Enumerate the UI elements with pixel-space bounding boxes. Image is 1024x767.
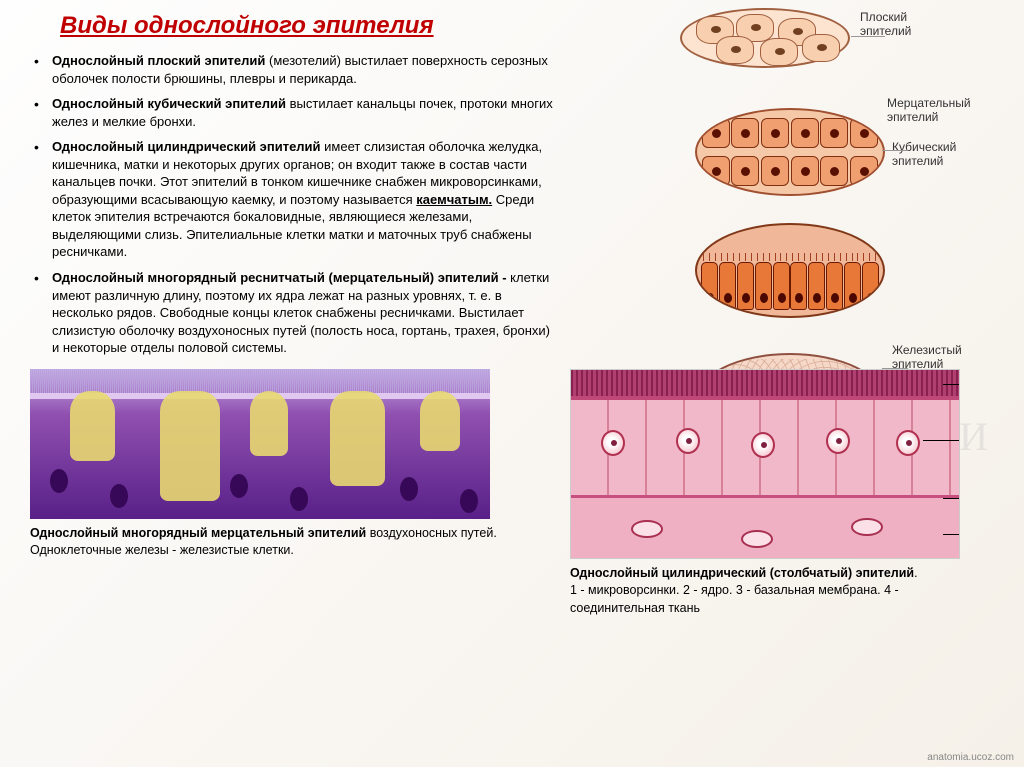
bottom-right-panel: 1 2 3 4 Однослойный цилиндрический (стол… xyxy=(550,369,990,618)
diagram-column: Плоский эпителий Кубический эпителий Мер… xyxy=(560,48,1000,361)
caption-left-rest: воздухоносных путей. xyxy=(366,526,497,540)
caption-right-rest: . xyxy=(914,566,917,580)
flat-epithelium-diagram xyxy=(680,8,850,68)
flat-label: Плоский эпителий xyxy=(860,10,960,38)
text-column: Однослойный плоский эпителий (мезотелий)… xyxy=(0,48,560,361)
content-row: Однослойный плоский эпителий (мезотелий)… xyxy=(0,48,1024,361)
caption-left-line2: Одноклеточные железы - железистые клетки… xyxy=(30,543,294,557)
bullet-4-bold: Однослойный многорядный реснитчатый (мер… xyxy=(52,270,510,285)
bullet-2-bold: Однослойный кубический эпителий xyxy=(52,96,286,111)
histology-ciliated-image xyxy=(30,369,490,519)
caption-left: Однослойный многорядный мерцательный эпи… xyxy=(30,519,550,560)
caption-right-bold: Однослойный цилиндрический (столбчатый) … xyxy=(570,566,914,580)
bullet-2: Однослойный кубический эпителий выстилае… xyxy=(30,91,560,134)
caption-right: Однослойный цилиндрический (столбчатый) … xyxy=(570,559,990,618)
bullet-4: Однослойный многорядный реснитчатый (мер… xyxy=(30,265,560,361)
ciliated-label: Мерцательный эпителий xyxy=(887,96,992,124)
bullet-3-underline: каемчатым. xyxy=(416,192,492,207)
leader-line xyxy=(851,36,885,37)
leader-line xyxy=(882,150,908,151)
cuboidal-label: Кубический эпителий xyxy=(892,140,982,168)
bullet-list: Однослойный плоский эпителий (мезотелий)… xyxy=(30,48,560,361)
cuboidal-epithelium-diagram xyxy=(695,108,885,196)
bullet-1: Однослойный плоский эпителий (мезотелий)… xyxy=(30,48,560,91)
watermark: anatomia.ucoz.com xyxy=(927,752,1014,763)
bullet-3: Однослойный цилиндрический эпителий имее… xyxy=(30,134,560,265)
caption-left-bold: Однослойный многорядный мерцательный эпи… xyxy=(30,526,366,540)
ciliated-epithelium-diagram xyxy=(695,223,885,318)
bullet-1-bold: Однослойный плоский эпителий xyxy=(52,53,265,68)
histology-columnar-image: 1 2 3 4 xyxy=(570,369,960,559)
glandular-label: Железистый эпителий xyxy=(892,343,982,371)
bottom-row: Однослойный многорядный мерцательный эпи… xyxy=(0,361,1024,618)
bullet-3-bold: Однослойный цилиндрический эпителий xyxy=(52,139,321,154)
caption-right-legend: 1 - микроворсинки. 2 - ядро. 3 - базальн… xyxy=(570,583,899,615)
bottom-left-panel: Однослойный многорядный мерцательный эпи… xyxy=(30,369,550,618)
